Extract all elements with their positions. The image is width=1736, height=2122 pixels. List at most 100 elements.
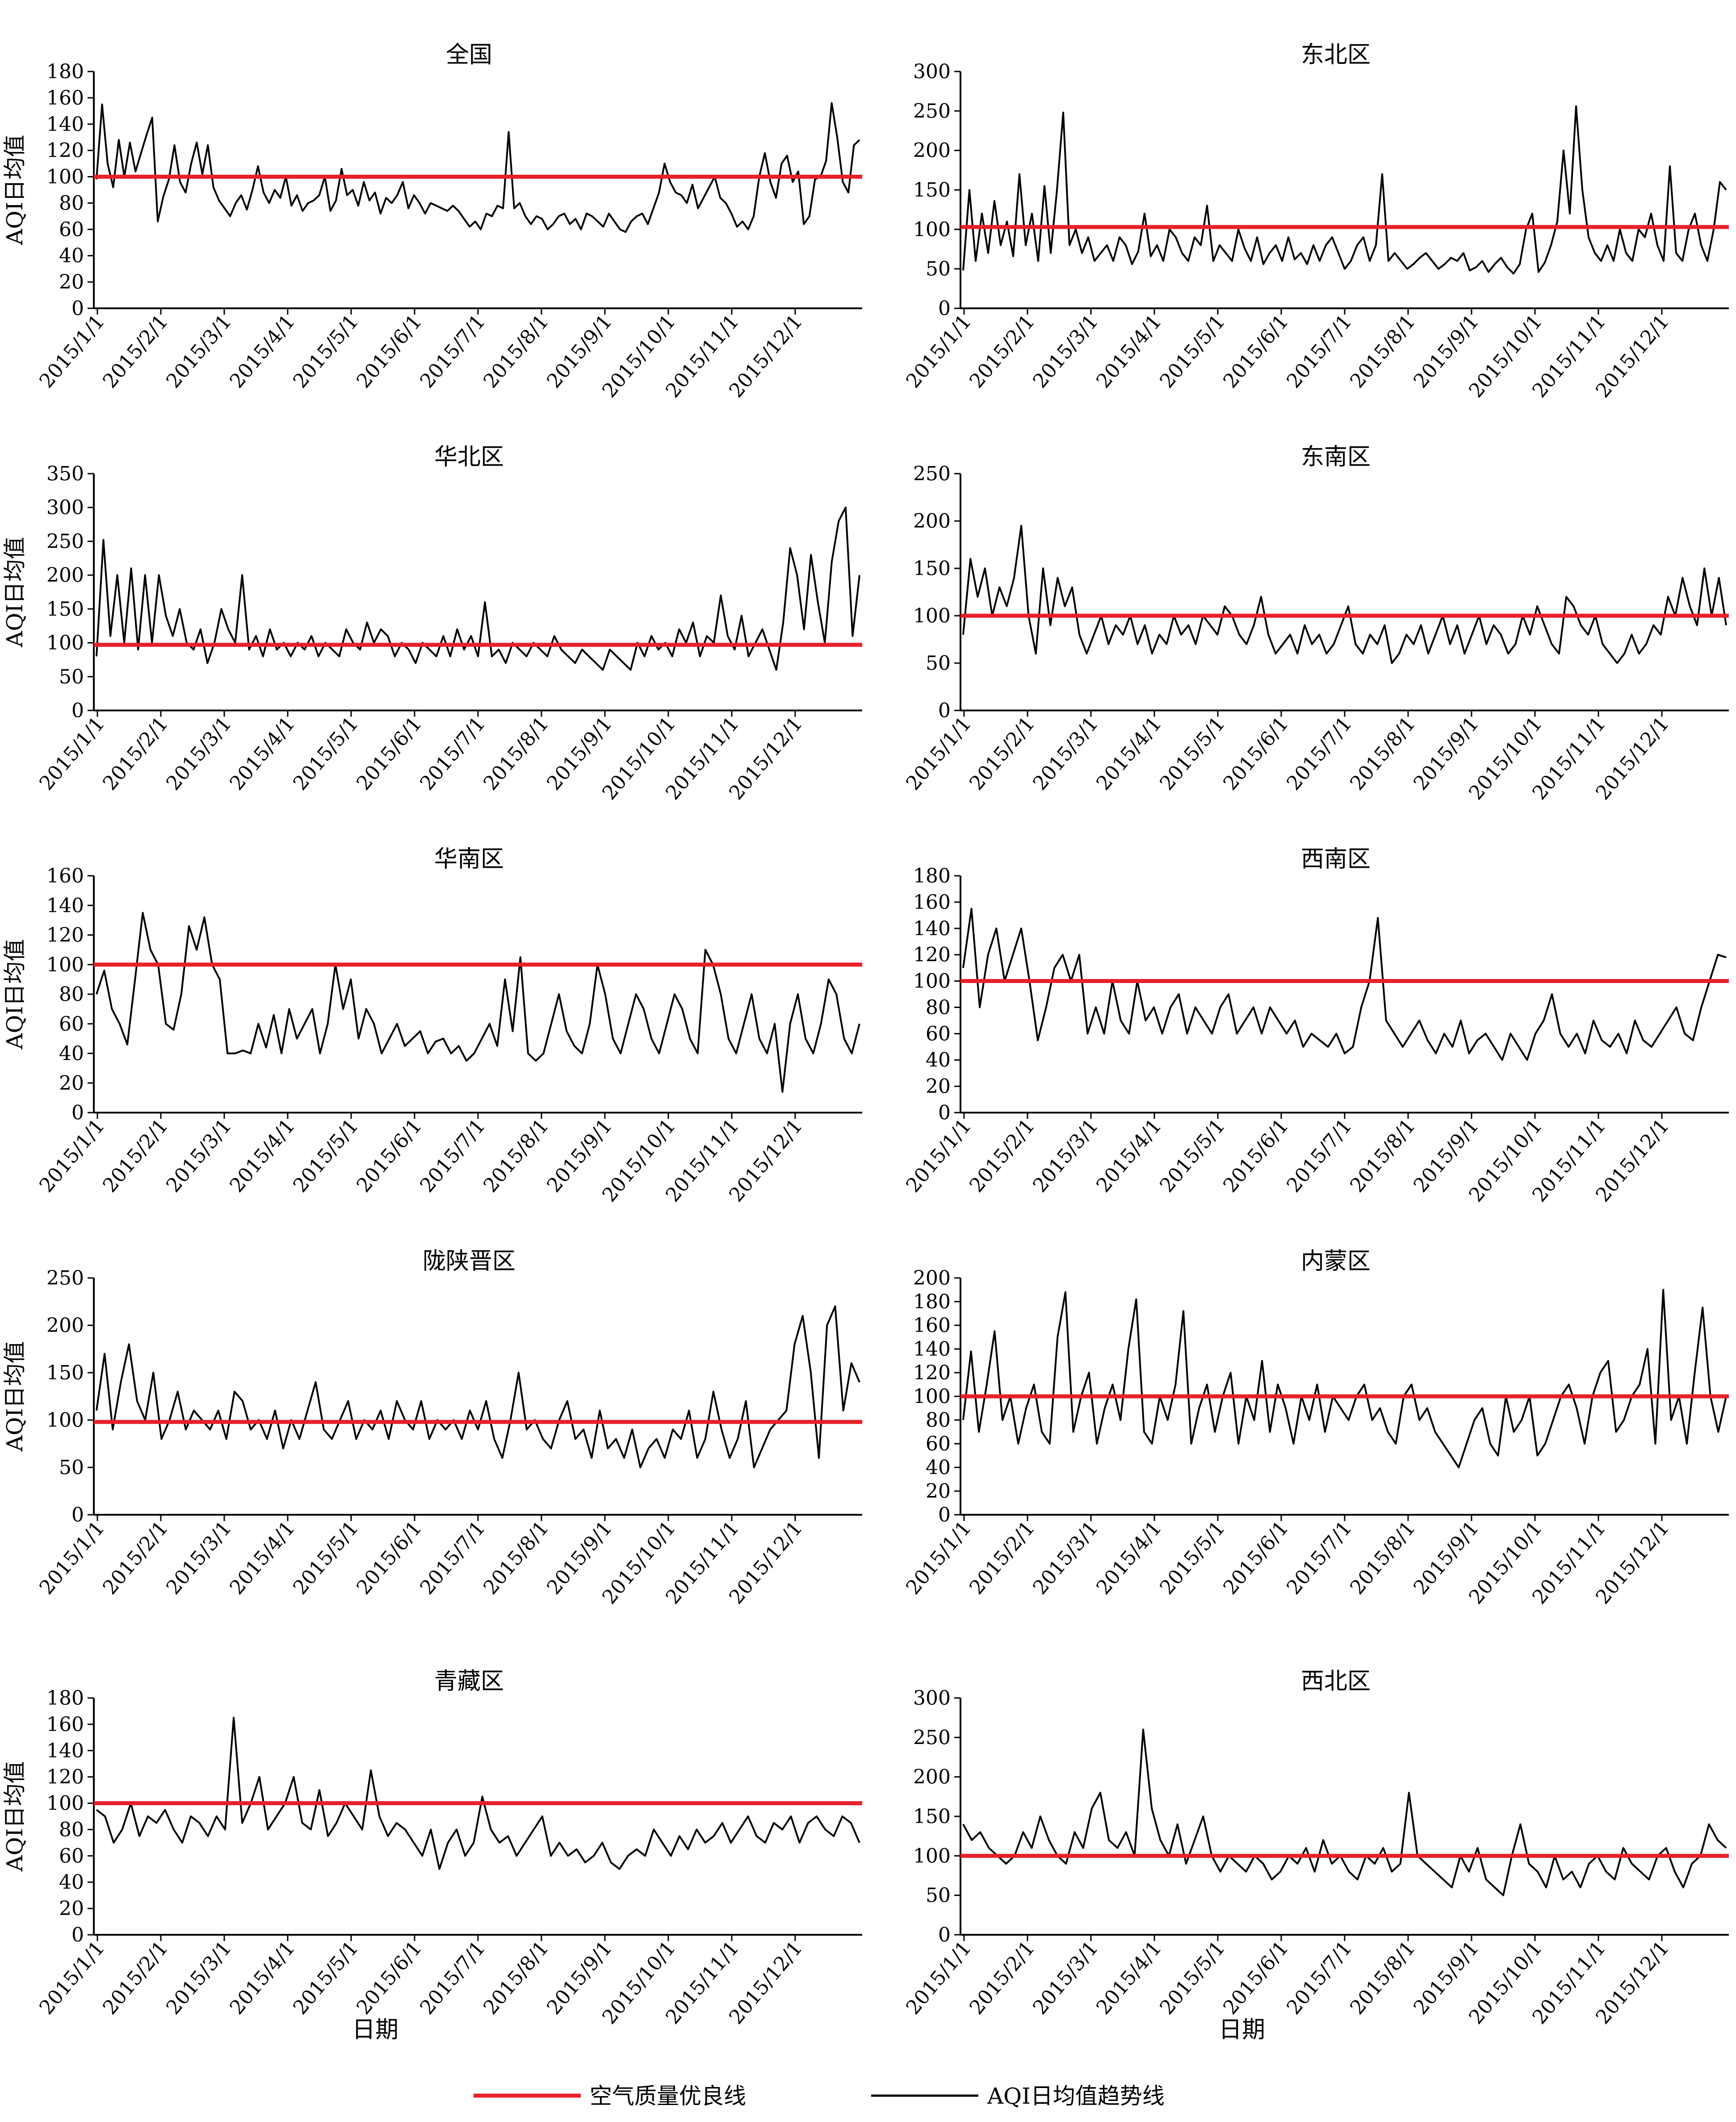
y-tick-label: 120	[46, 139, 84, 162]
x-tick-label: 2015/2/1	[98, 1114, 172, 1197]
y-tick-label: 160	[46, 1713, 84, 1736]
y-tick-label: 180	[913, 865, 951, 887]
x-tick-label: 2015/5/1	[1155, 310, 1229, 392]
y-tick-label: 140	[913, 917, 951, 940]
x-tick-label: 2015/4/1	[225, 310, 299, 392]
x-tick-label: 2015/5/1	[289, 712, 363, 794]
panel-title: 全国	[446, 42, 492, 68]
y-tick-label: 140	[46, 113, 84, 136]
y-tick-label: 20	[926, 1075, 951, 1098]
y-tick-label: 40	[59, 1042, 84, 1065]
y-tick-label: 20	[926, 1480, 951, 1503]
x-tick-label: 2015/8/1	[479, 712, 553, 794]
y-axis-label: AQI日均值	[2, 537, 28, 648]
x-tick-label: 2015/3/1	[1028, 712, 1103, 794]
x-tick-label: 2015/8/1	[1346, 1517, 1420, 1599]
x-tick-label: 2015/4/1	[1092, 712, 1166, 794]
panel-title: 东北区	[1301, 42, 1371, 68]
y-tick-label: 200	[913, 139, 951, 162]
panel-title: 内蒙区	[1301, 1248, 1371, 1275]
panel-title: 陇陕晋区	[423, 1248, 516, 1275]
x-tick-label: 2015/5/1	[1155, 712, 1229, 794]
x-tick-label: 2015/6/1	[1219, 1517, 1293, 1599]
x-tick-label: 2015/8/1	[479, 1517, 553, 1599]
panel-title: 华北区	[434, 444, 504, 471]
x-tick-label: 2015/3/1	[1028, 310, 1103, 392]
y-tick-label: 100	[913, 218, 951, 241]
x-tick-label: 2015/3/1	[162, 1517, 236, 1599]
x-tick-label: 2015/6/1	[352, 310, 426, 392]
y-tick-label: 0	[938, 297, 951, 320]
aqi-trend-line	[962, 1289, 1727, 1468]
x-tick-label: 2015/5/1	[289, 310, 363, 392]
y-axis-label: AQI日均值	[2, 1761, 28, 1872]
x-tick-label: 2015/4/1	[225, 1937, 299, 2019]
y-tick-label: 120	[913, 944, 951, 966]
x-tick-label: 2015/7/1	[1282, 310, 1356, 392]
y-tick-label: 250	[46, 530, 84, 553]
x-tick-label: 2015/2/1	[98, 1937, 172, 2019]
y-tick-label: 250	[913, 462, 951, 485]
panel-9: 青藏区 0 20 40 60 80 100 120 140 160 180 AQI日均值 2015/1/…	[2, 1668, 862, 2043]
y-tick-label: 120	[913, 1361, 951, 1384]
y-axis-label: AQI日均值	[2, 1341, 28, 1452]
y-tick-label: 80	[59, 1818, 84, 1841]
x-tick-label: 2015/8/1	[1346, 310, 1420, 392]
y-tick-label: 80	[926, 1409, 951, 1432]
x-tick-label: 2015/4/1	[225, 712, 299, 794]
y-tick-label: 60	[926, 1022, 951, 1045]
y-tick-label: 120	[46, 1766, 84, 1789]
x-tick-label: 2015/1/1	[35, 712, 109, 794]
panel-5: 华南区020406080100120140160AQI日均值2015/1/120…	[2, 846, 862, 1206]
panel-4: 东南区 0 50 100 150 200 250 2015/1/12015/2/12015/3…	[902, 444, 1729, 804]
x-tick-label: 2015/1/1	[35, 1937, 109, 2019]
x-tick-label: 2015/6/1	[352, 1114, 426, 1197]
x-axis-label: 日期	[1219, 2017, 1265, 2043]
x-tick-label: 2015/2/1	[965, 712, 1039, 794]
y-tick-label: 60	[59, 1845, 84, 1867]
panel-title: 西北区	[1301, 1668, 1371, 1695]
y-tick-label: 20	[59, 1897, 84, 1920]
y-tick-label: 100	[913, 970, 951, 993]
x-tick-label: 2015/2/1	[965, 1114, 1039, 1197]
x-tick-label: 2015/8/1	[1346, 1114, 1420, 1197]
y-tick-label: 50	[926, 1884, 951, 1907]
y-tick-label: 150	[913, 1805, 951, 1828]
y-tick-label: 100	[46, 166, 84, 189]
panel-7: 陇陕晋区 0 50 100 150 200 250 AQI日均值 2015/1/12015/2/…	[2, 1248, 862, 1609]
y-tick-label: 40	[926, 1049, 951, 1072]
x-tick-label: 2015/4/1	[1092, 310, 1166, 392]
panel-title: 华南区	[434, 846, 504, 873]
y-tick-label: 100	[46, 632, 84, 655]
y-tick-label: 60	[59, 1013, 84, 1035]
y-tick-label: 160	[913, 891, 951, 914]
aqi-trend-line	[962, 908, 1727, 1061]
x-tick-label: 2015/7/1	[1282, 1114, 1356, 1197]
x-tick-label: 2015/8/1	[1346, 712, 1420, 794]
x-tick-label: 2015/1/1	[902, 1937, 976, 2019]
y-tick-label: 50	[59, 665, 84, 688]
y-tick-label: 150	[913, 557, 951, 580]
x-tick-label: 2015/3/1	[1028, 1937, 1103, 2019]
panel-8: 内蒙区0204060801001201401601802002015/1/120…	[902, 1248, 1729, 1609]
y-tick-label: 100	[46, 1409, 84, 1432]
y-tick-label: 0	[71, 1101, 84, 1124]
y-tick-label: 140	[46, 894, 84, 917]
x-tick-label: 2015/1/1	[35, 310, 109, 392]
aqi-trend-line	[96, 1717, 860, 1870]
panel-10: 西北区0501001502002503002015/1/12015/2/1201…	[902, 1668, 1729, 2043]
x-tick-label: 2015/6/1	[1219, 712, 1293, 794]
y-tick-label: 0	[938, 699, 951, 722]
x-tick-label: 2015/3/1	[162, 310, 236, 392]
x-tick-label: 2015/1/1	[35, 1517, 109, 1599]
aqi-trend-line	[962, 1728, 1727, 1896]
y-tick-label: 160	[46, 87, 84, 109]
y-tick-label: 20	[59, 271, 84, 294]
y-tick-label: 150	[913, 179, 951, 202]
y-tick-label: 100	[913, 605, 951, 627]
y-tick-label: 200	[46, 1314, 84, 1337]
panel-3: 华北区050100150200250300350AQI日均值2015/1/120…	[2, 444, 862, 804]
x-tick-label: 2015/8/1	[479, 1937, 553, 2019]
y-tick-label: 120	[46, 924, 84, 947]
x-tick-label: 2015/2/1	[98, 310, 172, 392]
